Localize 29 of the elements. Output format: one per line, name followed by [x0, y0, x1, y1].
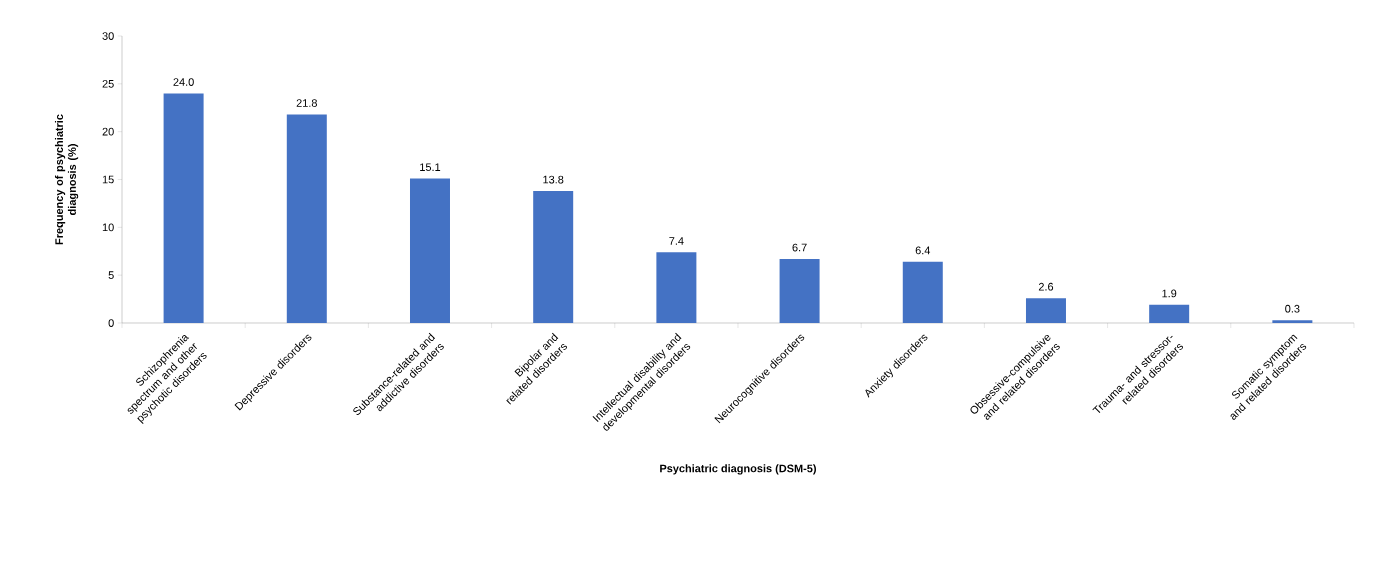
y-tick-label: 15: [102, 175, 114, 184]
y-tick-label: 0: [108, 319, 114, 327]
bar: [902, 261, 943, 323]
y-tick-label: 30: [102, 32, 114, 40]
bar: [286, 114, 327, 323]
data-label: 6.7: [792, 243, 807, 252]
y-tick-label: 10: [102, 223, 114, 232]
y-tick-label: 5: [108, 271, 114, 279]
data-label: 13.8: [543, 175, 564, 184]
data-label: 0.3: [1285, 304, 1300, 313]
bar: [533, 190, 574, 323]
bar: [1149, 304, 1190, 323]
bar: [779, 258, 820, 323]
y-tick-label: 25: [102, 79, 114, 88]
bar: [1025, 298, 1066, 323]
x-axis-title: Psychiatric diagnosis (DSM-5): [660, 464, 816, 475]
bar: [409, 178, 450, 323]
y-axis-title: Frequency of psychiatric diagnosis (%): [54, 114, 79, 245]
y-tick-label: 20: [102, 127, 114, 136]
data-label: 2.6: [1038, 282, 1054, 291]
data-label: 6.4: [915, 246, 931, 255]
data-label: 15.1: [420, 163, 441, 172]
data-label: 1.9: [1162, 289, 1177, 298]
data-label: 21.8: [296, 99, 317, 107]
bar: [1272, 320, 1313, 323]
data-label: 7.4: [669, 237, 684, 245]
bar: [163, 93, 204, 323]
bar: [656, 252, 697, 323]
data-label: 24.0: [173, 78, 194, 86]
